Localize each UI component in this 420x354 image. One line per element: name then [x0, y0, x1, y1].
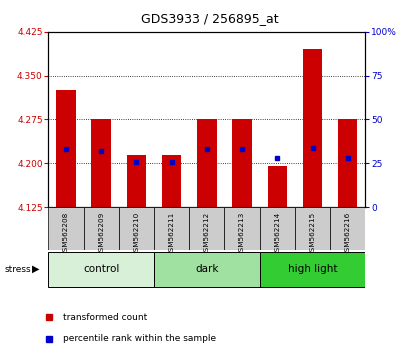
Bar [260, 207, 295, 250]
Text: GSM562211: GSM562211 [168, 212, 175, 256]
Bar [84, 207, 119, 250]
Text: GSM562216: GSM562216 [345, 212, 351, 256]
Text: percentile rank within the sample: percentile rank within the sample [63, 335, 217, 343]
Bar [338, 120, 357, 207]
Text: dark: dark [195, 264, 218, 274]
Text: high light: high light [288, 264, 337, 274]
Bar [154, 207, 189, 250]
Text: stress: stress [4, 264, 31, 274]
Bar [48, 207, 84, 250]
Text: GSM562209: GSM562209 [98, 212, 104, 256]
Bar [295, 207, 330, 250]
Bar [268, 166, 287, 207]
Bar [260, 251, 365, 287]
Bar [154, 251, 260, 287]
Text: GSM562214: GSM562214 [274, 212, 280, 256]
Text: GSM562208: GSM562208 [63, 212, 69, 256]
Text: GSM562213: GSM562213 [239, 212, 245, 256]
Bar [162, 155, 181, 207]
Bar [232, 120, 252, 207]
Text: GSM562212: GSM562212 [204, 212, 210, 256]
Text: GSM562210: GSM562210 [134, 212, 139, 256]
Bar [48, 251, 154, 287]
Bar [197, 120, 217, 207]
Bar [119, 207, 154, 250]
Text: transformed count: transformed count [63, 313, 148, 322]
Bar [56, 90, 76, 207]
Bar [92, 120, 111, 207]
Bar [224, 207, 260, 250]
Text: GSM562215: GSM562215 [310, 212, 315, 256]
Bar [127, 155, 146, 207]
Bar [189, 207, 224, 250]
Text: GDS3933 / 256895_at: GDS3933 / 256895_at [141, 12, 279, 25]
Bar [303, 50, 322, 207]
Bar [330, 207, 365, 250]
Text: control: control [83, 264, 119, 274]
Text: ▶: ▶ [32, 264, 39, 274]
